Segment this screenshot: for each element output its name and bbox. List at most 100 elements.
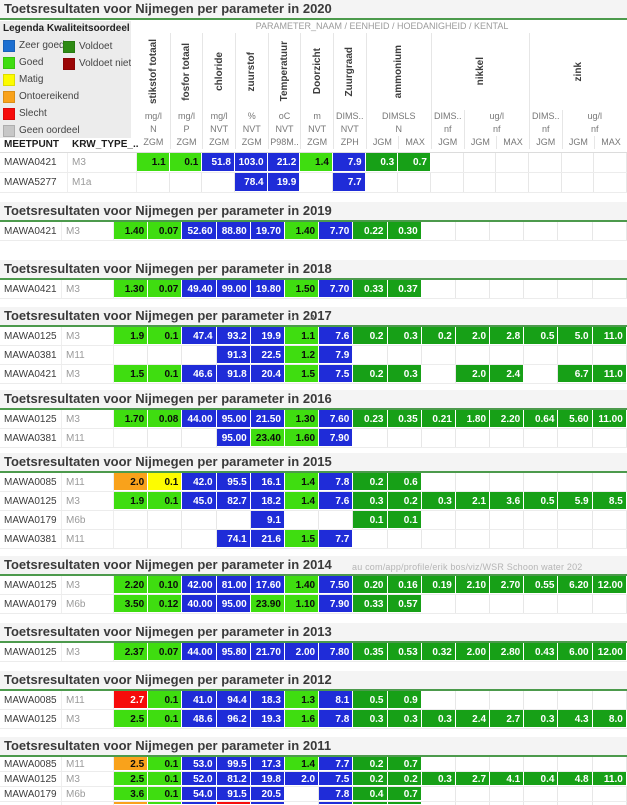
result-cell[interactable] xyxy=(524,595,559,613)
meetpunt-label[interactable]: MAWA0179 xyxy=(0,787,62,801)
result-cell[interactable]: 7.80 xyxy=(319,643,354,661)
krw-type-label[interactable]: M3 xyxy=(62,280,114,298)
result-cell[interactable]: 21.50 xyxy=(250,410,285,428)
result-cell[interactable] xyxy=(456,787,491,801)
result-cell[interactable]: 94.4 xyxy=(216,691,251,709)
result-cell[interactable]: 0.10 xyxy=(148,576,183,594)
legend-item[interactable]: Goed xyxy=(3,54,131,71)
result-cell[interactable] xyxy=(353,530,388,548)
result-cell[interactable]: 0.12 xyxy=(148,595,183,613)
result-cell[interactable]: 95.00 xyxy=(216,595,251,613)
krw-type-label[interactable]: M11 xyxy=(62,757,114,771)
result-cell[interactable] xyxy=(524,787,559,801)
result-cell[interactable] xyxy=(366,173,399,192)
result-cell[interactable]: 0.2 xyxy=(387,772,422,786)
result-cell[interactable]: 0.4 xyxy=(353,787,388,801)
meetpunt-label[interactable]: MAWA5277 xyxy=(0,173,68,192)
result-cell[interactable]: 1.1 xyxy=(137,153,170,172)
result-cell[interactable]: 0.30 xyxy=(387,222,422,240)
result-cell[interactable]: 0.3 xyxy=(421,772,456,786)
result-cell[interactable]: 0.1 xyxy=(148,757,183,771)
result-cell[interactable]: 0.2 xyxy=(353,772,388,786)
result-cell[interactable]: 21.2 xyxy=(267,153,301,172)
result-cell[interactable]: 0.16 xyxy=(387,576,422,594)
result-cell[interactable]: 12.00 xyxy=(592,576,627,594)
result-cell[interactable]: 1.30 xyxy=(114,280,149,298)
result-cell[interactable]: 1.5 xyxy=(114,365,149,383)
result-cell[interactable]: 0.37 xyxy=(387,280,422,298)
result-cell[interactable]: 1.10 xyxy=(284,595,320,613)
result-cell[interactable] xyxy=(496,153,529,172)
result-cell[interactable] xyxy=(562,153,595,172)
result-cell[interactable]: 0.5 xyxy=(353,691,388,709)
result-cell[interactable] xyxy=(422,595,456,613)
legend-item[interactable]: Geen oordeel xyxy=(3,122,131,138)
result-cell[interactable] xyxy=(422,365,456,383)
result-cell[interactable]: 1.5 xyxy=(284,530,320,548)
result-cell[interactable]: 6.7 xyxy=(558,365,593,383)
result-cell[interactable] xyxy=(558,346,593,364)
result-cell[interactable]: 1.40 xyxy=(284,576,320,594)
result-cell[interactable]: 19.80 xyxy=(250,280,285,298)
result-cell[interactable] xyxy=(524,280,559,298)
result-cell[interactable]: 1.9 xyxy=(114,492,149,510)
result-cell[interactable] xyxy=(558,429,593,447)
result-cell[interactable]: 0.2 xyxy=(353,473,388,491)
krw-type-label[interactable]: M3 xyxy=(62,365,114,383)
result-cell[interactable]: 7.8 xyxy=(319,787,354,801)
result-cell[interactable]: 0.64 xyxy=(524,410,559,428)
result-cell[interactable]: 1.2 xyxy=(284,346,320,364)
result-cell[interactable] xyxy=(558,280,593,298)
result-cell[interactable] xyxy=(524,365,559,383)
result-cell[interactable]: 2.0 xyxy=(455,365,491,383)
result-cell[interactable]: 0.2 xyxy=(353,757,388,771)
result-cell[interactable] xyxy=(182,530,217,548)
result-cell[interactable]: 20.5 xyxy=(250,787,285,801)
result-cell[interactable]: 3.50 xyxy=(114,595,149,613)
result-cell[interactable]: 0.4 xyxy=(524,772,559,786)
result-cell[interactable]: 0.2 xyxy=(387,492,422,510)
result-cell[interactable]: 0.6 xyxy=(387,473,422,491)
result-cell[interactable]: 19.70 xyxy=(250,222,285,240)
result-cell[interactable] xyxy=(529,153,562,172)
result-cell[interactable]: 7.5 xyxy=(319,365,354,383)
result-cell[interactable]: 44.00 xyxy=(182,410,217,428)
result-cell[interactable] xyxy=(490,691,525,709)
result-cell[interactable] xyxy=(217,511,251,529)
result-cell[interactable]: 11.00 xyxy=(592,410,627,428)
result-cell[interactable]: 91.8 xyxy=(216,365,251,383)
result-cell[interactable]: 49.40 xyxy=(182,280,217,298)
result-cell[interactable]: 103.0 xyxy=(234,153,268,172)
result-cell[interactable] xyxy=(558,595,593,613)
result-cell[interactable]: 7.50 xyxy=(319,576,354,594)
result-cell[interactable]: 9.1 xyxy=(250,511,285,529)
result-cell[interactable]: 1.1 xyxy=(284,327,320,345)
result-cell[interactable] xyxy=(422,346,456,364)
result-cell[interactable] xyxy=(490,429,525,447)
result-cell[interactable] xyxy=(558,473,593,491)
result-cell[interactable]: 0.7 xyxy=(398,153,431,172)
krw-type-label[interactable]: M3 xyxy=(62,492,114,510)
result-cell[interactable]: 7.6 xyxy=(319,492,354,510)
result-cell[interactable]: 3.6 xyxy=(490,492,525,510)
result-cell[interactable]: 7.9 xyxy=(332,153,366,172)
meetpunt-label[interactable]: MAWA0381 xyxy=(0,346,62,364)
meetpunt-label[interactable]: MAWA0381 xyxy=(0,530,62,548)
result-cell[interactable]: 81.2 xyxy=(216,772,251,786)
result-cell[interactable]: 2.80 xyxy=(490,643,525,661)
result-cell[interactable] xyxy=(456,691,491,709)
result-cell[interactable] xyxy=(464,153,497,172)
result-cell[interactable]: 2.20 xyxy=(114,576,149,594)
meetpunt-label[interactable]: MAWA0085 xyxy=(0,691,62,709)
result-cell[interactable]: 1.5 xyxy=(284,365,320,383)
result-cell[interactable] xyxy=(148,346,183,364)
meetpunt-label[interactable]: MAWA0381 xyxy=(0,429,62,447)
result-cell[interactable] xyxy=(490,511,525,529)
result-cell[interactable] xyxy=(422,691,456,709)
result-cell[interactable] xyxy=(182,346,217,364)
meetpunt-label[interactable]: MAWA0085 xyxy=(0,757,62,771)
result-cell[interactable] xyxy=(558,530,593,548)
result-cell[interactable]: 18.3 xyxy=(250,691,285,709)
result-cell[interactable]: 7.8 xyxy=(319,473,354,491)
result-cell[interactable] xyxy=(464,173,497,192)
